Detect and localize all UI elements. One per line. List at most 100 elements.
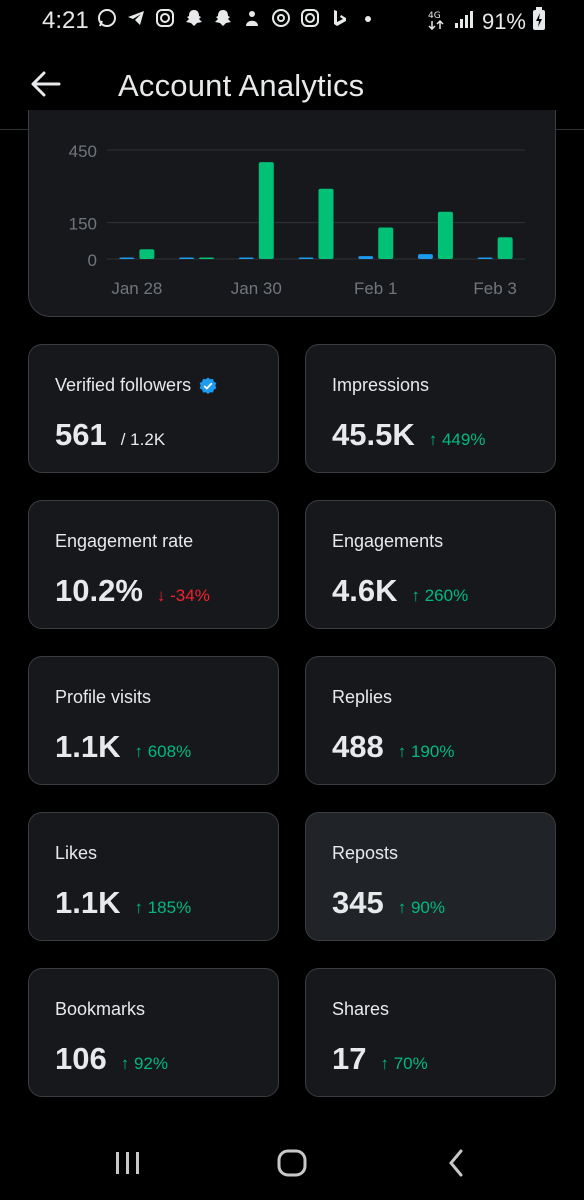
system-nav-bar — [0, 1125, 584, 1200]
x-tick-label: Feb 1 — [354, 279, 397, 298]
snapchat-icon — [212, 6, 234, 30]
bing-icon — [328, 6, 350, 30]
metric-change: ↑ 90% — [397, 898, 445, 917]
y-tick-label: 450 — [69, 142, 97, 161]
snapchat-icon — [183, 6, 205, 30]
metric-value: 10.2% — [55, 573, 143, 608]
system-status: 4G 91% — [428, 7, 546, 37]
battery-icon — [532, 7, 546, 37]
bar — [179, 257, 195, 259]
metric-row: 17 ↑ 70% — [332, 1041, 428, 1077]
signal-icon — [454, 9, 476, 35]
y-tick-label: 0 — [88, 251, 97, 270]
bar — [417, 254, 433, 259]
metric-card-likes[interactable]: Likes 1.1K ↑ 185% — [28, 812, 279, 941]
verified-badge-icon — [199, 377, 217, 394]
metric-label: Likes — [55, 843, 98, 863]
y-tick-label: 150 — [69, 215, 97, 234]
metric-label: Verified followers — [55, 375, 217, 396]
metric-change: ↑ 449% — [428, 430, 486, 449]
threads-icon — [270, 6, 292, 30]
bar — [378, 227, 394, 259]
metric-label: Profile visits — [55, 687, 152, 707]
metric-card-reposts[interactable]: Reposts 345 ↑ 90% — [305, 812, 556, 941]
metric-value: 488 — [332, 729, 384, 764]
metric-card-bookmarks[interactable]: Bookmarks 106 ↑ 92% — [28, 968, 279, 1097]
metric-label: Bookmarks — [55, 999, 146, 1019]
bar — [358, 256, 374, 259]
metric-label: Impressions — [332, 375, 430, 395]
back-icon — [449, 1149, 463, 1177]
data-icon: 4G — [428, 8, 448, 36]
bar — [497, 237, 513, 259]
metric-change: ↑ 260% — [411, 586, 469, 605]
bar — [437, 211, 453, 259]
dot-icon — [357, 6, 379, 30]
notification-icons — [96, 6, 379, 30]
status-time: 4:21 — [42, 7, 89, 34]
metric-value: 4.6K — [332, 573, 398, 608]
instagram-icon — [299, 6, 321, 30]
metric-row: 106 ↑ 92% — [55, 1041, 168, 1077]
metric-label: Replies — [332, 687, 393, 707]
metric-value: 45.5K — [332, 417, 415, 452]
metric-card-shares[interactable]: Shares 17 ↑ 70% — [305, 968, 556, 1097]
metric-change: ↑ 70% — [380, 1054, 428, 1073]
bar — [238, 257, 254, 259]
metric-change: ↑ 92% — [120, 1054, 168, 1073]
bar — [298, 257, 314, 259]
metric-card-profile-visits[interactable]: Profile visits 1.1K ↑ 608% — [28, 656, 279, 785]
whatsapp-icon — [96, 6, 118, 30]
snapchat-ghost-icon — [241, 6, 263, 30]
metric-label: Engagements — [332, 531, 444, 551]
metric-total: / 1.2K — [120, 430, 166, 449]
x-tick-label: Feb 3 — [473, 279, 516, 298]
metric-card-engagements[interactable]: Engagements 4.6K ↑ 260% — [305, 500, 556, 629]
metric-value: 1.1K — [55, 885, 121, 920]
metric-row: 561 / 1.2K — [55, 417, 165, 453]
metric-card-engagement-rate[interactable]: Engagement rate 10.2% ↓ -34% — [28, 500, 279, 629]
bar — [139, 249, 155, 259]
metric-value: 345 — [332, 885, 384, 920]
metric-value: 1.1K — [55, 729, 121, 764]
metric-label: Engagement rate — [55, 531, 194, 551]
metric-row: 1.1K ↑ 185% — [55, 885, 191, 921]
recents-button[interactable] — [98, 1143, 158, 1183]
arrow-left-icon — [31, 71, 61, 97]
metric-value: 17 — [332, 1041, 367, 1076]
metric-change: ↓ -34% — [156, 586, 210, 605]
metric-row: 1.1K ↑ 608% — [55, 729, 191, 765]
bar — [477, 257, 493, 259]
bar-chart: 450 150 0 Jan 28 Jan 30 Feb 1 Feb 3 — [69, 142, 525, 298]
home-button[interactable] — [262, 1143, 322, 1183]
analytics-chart-card: 450 150 0 Jan 28 Jan 30 Feb 1 Feb 3 — [28, 110, 556, 317]
back-nav-button[interactable] — [426, 1143, 486, 1183]
metric-card-verified-followers[interactable]: Verified followers 561 / 1.2K — [28, 344, 279, 473]
metric-value: 106 — [55, 1041, 107, 1076]
battery-percent: 91% — [481, 9, 526, 34]
x-tick-label: Jan 30 — [231, 279, 282, 298]
metric-label: Reposts — [332, 843, 399, 863]
metric-row: 345 ↑ 90% — [332, 885, 445, 921]
metric-row: 488 ↑ 190% — [332, 729, 454, 765]
page-title: Account Analytics — [118, 68, 365, 103]
instagram-icon — [154, 6, 176, 30]
metric-change: ↑ 185% — [134, 898, 192, 917]
metric-card-impressions[interactable]: Impressions 45.5K ↑ 449% — [305, 344, 556, 473]
bar — [318, 188, 334, 259]
metric-change: ↑ 190% — [397, 742, 455, 761]
metric-card-replies[interactable]: Replies 488 ↑ 190% — [305, 656, 556, 785]
metric-label: Shares — [332, 999, 390, 1019]
svg-text:4G: 4G — [428, 11, 441, 21]
bar — [258, 162, 274, 259]
metric-row: 10.2% ↓ -34% — [55, 573, 210, 609]
metric-value: 561 — [55, 417, 107, 452]
metric-row: 4.6K ↑ 260% — [332, 573, 468, 609]
telegram-icon — [125, 6, 147, 30]
back-button[interactable] — [24, 62, 68, 106]
bar — [199, 257, 215, 259]
home-icon — [277, 1149, 307, 1177]
metric-row: 45.5K ↑ 449% — [332, 417, 485, 453]
recents-icon — [116, 1152, 139, 1174]
status-bar: 4:21 4G — [0, 0, 584, 42]
